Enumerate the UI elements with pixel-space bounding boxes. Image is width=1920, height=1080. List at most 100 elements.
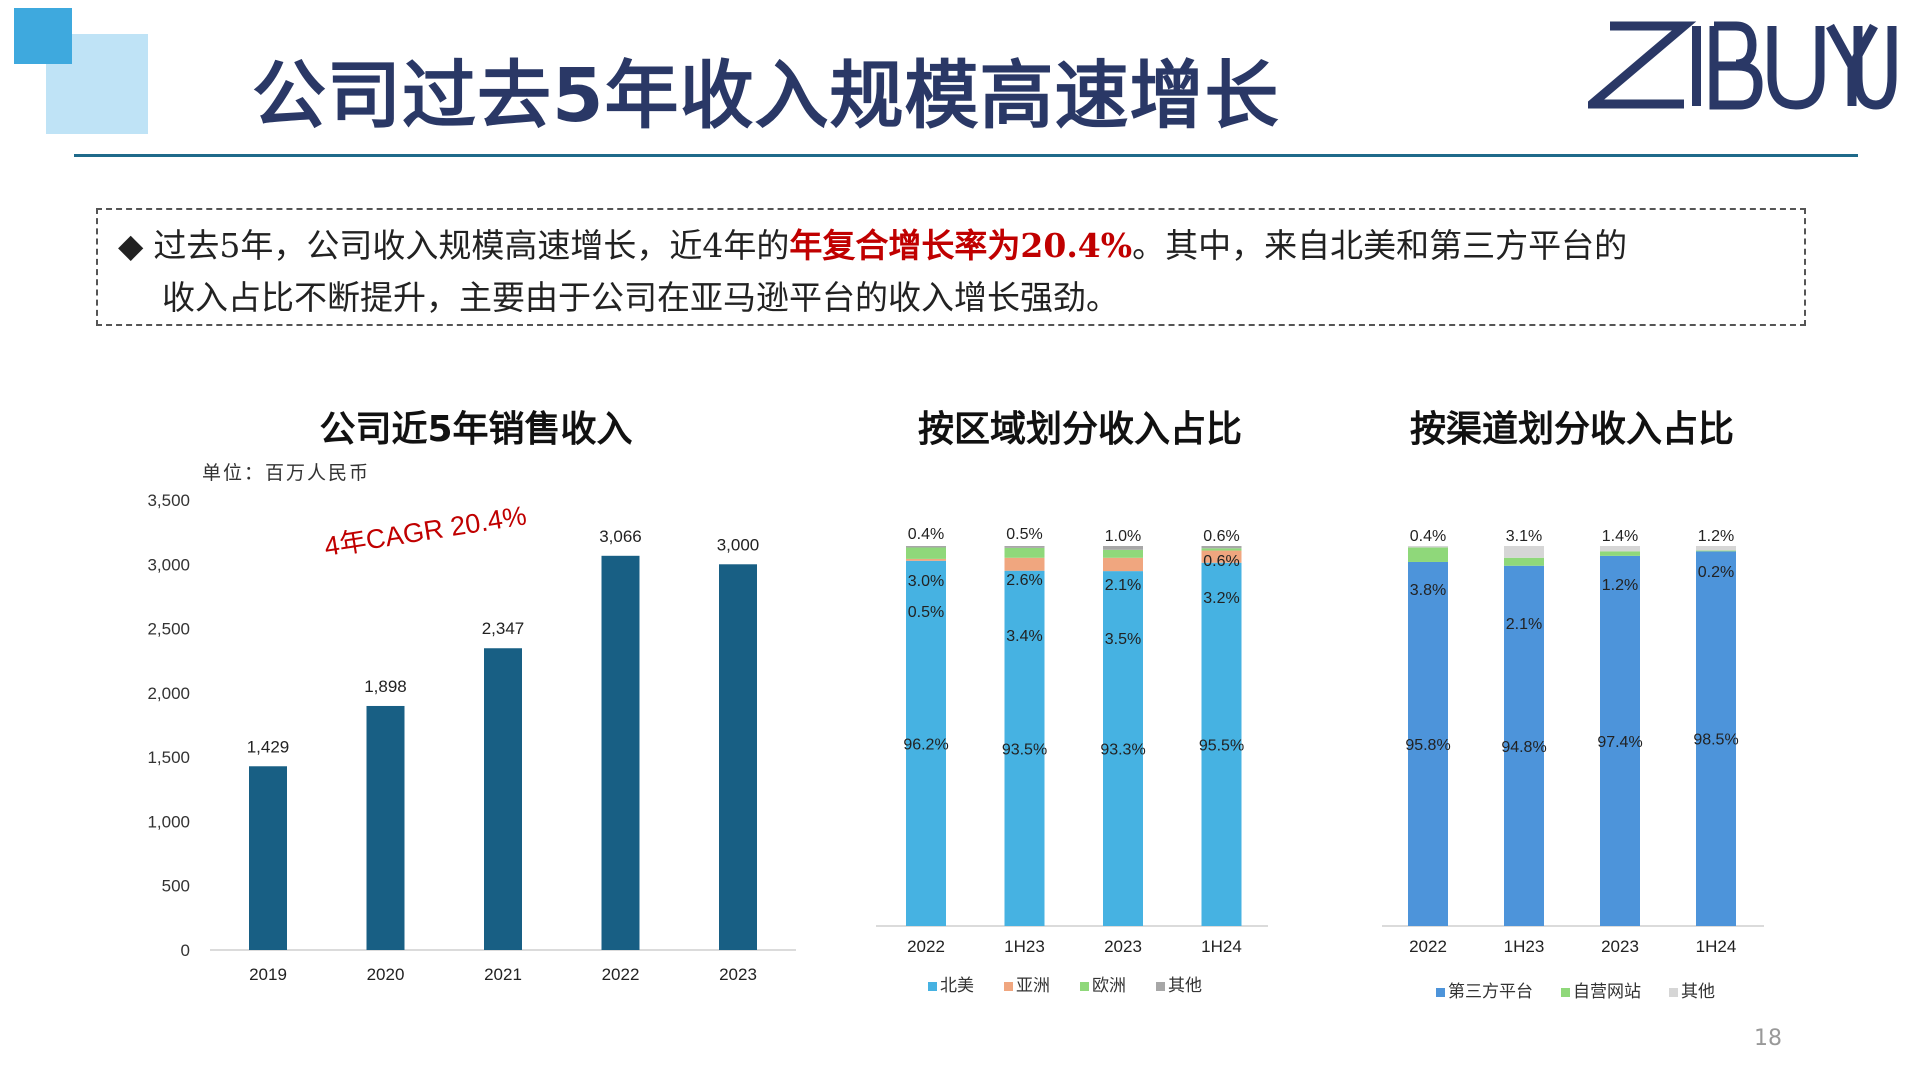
x-tick-label: 2022 (1409, 937, 1447, 956)
legend-label: 亚洲 (1016, 976, 1050, 995)
segment-data-label: 93.5% (1002, 741, 1047, 758)
segment-data-label: 98.5% (1693, 732, 1738, 749)
legend-label: 其他 (1681, 982, 1715, 1001)
summary-text-post: 。其中，来自北美和第三方平台的 (1132, 226, 1628, 265)
stacked-segment (1408, 561, 1448, 926)
stacked-segment (1103, 557, 1143, 572)
legend-swatch (1561, 988, 1570, 997)
segment-data-label: 3.4% (1006, 628, 1042, 645)
segment-data-label: 3.1% (1506, 528, 1542, 545)
stacked-segment (1696, 550, 1736, 552)
y-tick-label: 3,000 (147, 555, 190, 574)
zibuyu-logo (1588, 21, 1897, 110)
legend-label: 北美 (940, 976, 974, 995)
stacked-segment (1103, 571, 1143, 926)
revenue-chart-title: 公司近5年销售收入 (319, 409, 633, 450)
summary-line-1: ◆ 过去5年，公司收入规模高速增长，近4年的年复合增长率为20.4%。其中，来自北… (118, 220, 1804, 272)
segment-data-label: 0.4% (908, 526, 944, 543)
page-number: 18 (1754, 1026, 1782, 1051)
x-tick-label: 2023 (1104, 937, 1142, 956)
bar-data-label: 1,898 (364, 677, 407, 696)
x-tick-label: 1H23 (1504, 937, 1545, 956)
segment-data-label: 2.1% (1105, 577, 1141, 594)
summary-line-2: 收入占比不断提升，主要由于公司在亚马逊平台的收入增长强劲。 (162, 278, 1119, 317)
legend-swatch (1436, 988, 1445, 997)
segment-data-label: 93.3% (1100, 742, 1145, 759)
stacked-segment (1600, 555, 1640, 926)
stacked-segment (1201, 550, 1242, 563)
stacked-segment (1103, 546, 1143, 550)
stacked-segment (1600, 551, 1640, 556)
stacked-segment (1600, 546, 1640, 552)
stacked-segment (1103, 549, 1143, 558)
revenue-bar (366, 705, 405, 950)
x-tick-label: 1H23 (1004, 937, 1045, 956)
bar-data-label: 3,000 (717, 535, 760, 554)
stacked-segment (906, 546, 946, 548)
region-chart-title: 按区域划分收入占比 (917, 409, 1242, 450)
legend-label: 欧洲 (1092, 976, 1126, 995)
x-tick-label: 2022 (602, 965, 640, 984)
legend-swatch (1080, 982, 1089, 991)
segment-data-label: 97.4% (1597, 734, 1642, 751)
segment-data-label: 2.6% (1006, 572, 1042, 589)
segment-data-label: 3.5% (1105, 631, 1141, 648)
legend-swatch (1669, 988, 1678, 997)
x-tick-label: 1H24 (1201, 937, 1242, 956)
stacked-segment (1004, 570, 1045, 926)
y-tick-label: 1,000 (147, 812, 190, 831)
stacked-segment (1201, 548, 1242, 551)
stacked-segment (1004, 546, 1045, 548)
x-tick-label: 2023 (1601, 937, 1639, 956)
y-tick-label: 1,500 (147, 748, 190, 767)
legend-swatch (928, 982, 937, 991)
segment-data-label: 0.6% (1203, 553, 1239, 570)
legend-swatch (1004, 982, 1013, 991)
bar-data-label: 2,347 (482, 619, 525, 638)
y-tick-label: 2,500 (147, 620, 190, 639)
x-tick-label: 2019 (249, 965, 287, 984)
segment-data-label: 3.2% (1203, 590, 1239, 607)
unit-label: 单位：百万人民币 (202, 462, 371, 484)
segment-data-label: 1.4% (1602, 528, 1638, 545)
stacked-segment (906, 560, 946, 926)
legend-label: 其他 (1168, 976, 1202, 995)
segment-data-label: 96.2% (903, 736, 948, 753)
stacked-segment (906, 558, 946, 561)
segment-data-label: 3.8% (1410, 582, 1446, 599)
segment-data-label: 1.2% (1602, 577, 1638, 594)
cagr-annotation: 4年CAGR 20.4% (322, 500, 528, 562)
x-tick-label: 1H24 (1696, 937, 1737, 956)
stacked-segment (1504, 546, 1544, 558)
legend-swatch (1156, 982, 1165, 991)
channel-chart-title: 按渠道划分收入占比 (1409, 409, 1734, 450)
stacked-segment (1004, 547, 1045, 558)
x-tick-label: 2023 (719, 965, 757, 984)
revenue-bar (249, 766, 287, 950)
segment-data-label: 1.2% (1698, 528, 1734, 545)
summary-highlight: 年复合增长率为20.4% (789, 226, 1133, 265)
segment-data-label: 0.5% (1006, 526, 1042, 543)
decor-square-blue (14, 8, 72, 64)
y-tick-label: 2,000 (147, 684, 190, 703)
summary-text-pre: 过去5年，公司收入规模高速增长，近4年的 (153, 226, 790, 265)
stacked-segment (1004, 557, 1045, 571)
bar-data-label: 1,429 (247, 737, 290, 756)
stacked-segment (906, 547, 946, 559)
stacked-segment (1408, 546, 1448, 548)
revenue-bar (484, 648, 522, 950)
segment-data-label: 0.4% (1410, 528, 1446, 545)
segment-data-label: 0.6% (1203, 528, 1239, 545)
revenue-bar (719, 564, 757, 950)
x-tick-label: 2021 (484, 965, 522, 984)
stacked-segment (1201, 562, 1242, 926)
diamond-bullet-icon: ◆ (118, 226, 144, 265)
segment-data-label: 95.5% (1199, 737, 1244, 754)
header-divider (74, 154, 1858, 157)
legend-label: 自营网站 (1573, 982, 1641, 1001)
page-title: 公司过去5年收入规模高速增长 (252, 53, 1280, 139)
revenue-bar (601, 555, 640, 950)
summary-box: ◆ 过去5年，公司收入规模高速增长，近4年的年复合增长率为20.4%。其中，来自北… (96, 208, 1806, 326)
y-tick-label: 0 (181, 941, 190, 960)
